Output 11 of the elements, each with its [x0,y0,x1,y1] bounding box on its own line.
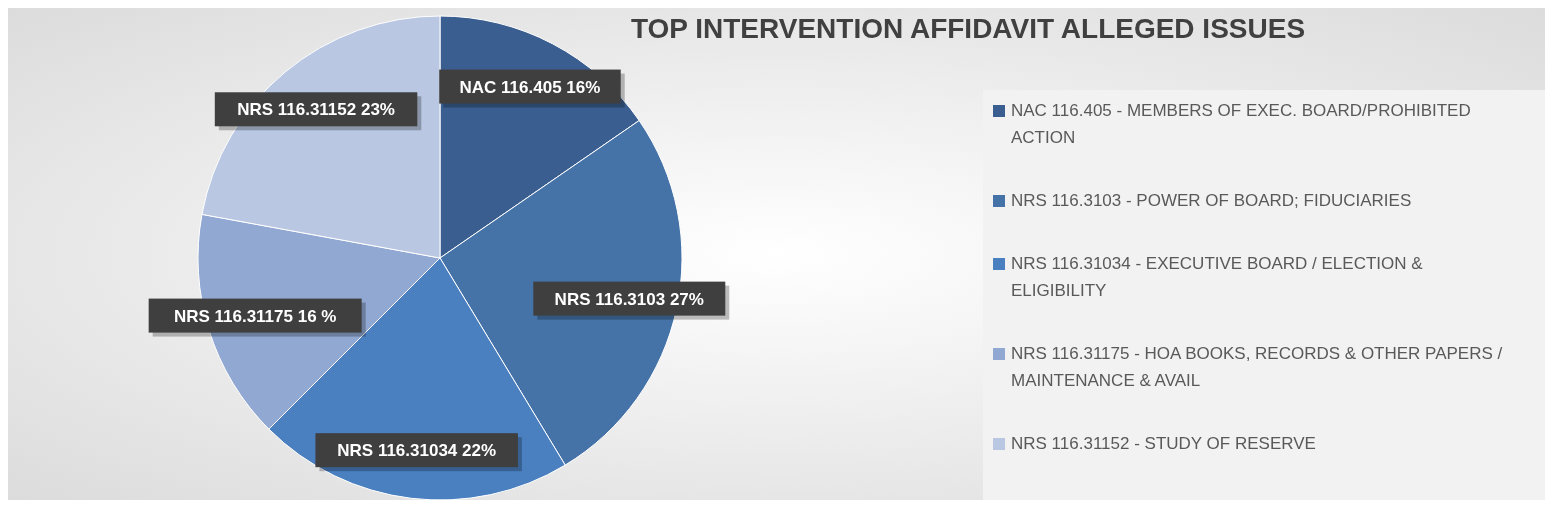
legend-label: NRS 116.3103 - POWER OF BOARD; FIDUCIARIES [1011,191,1412,210]
legend-label: NRS 116.31152 - STUDY OF RESERVE [1011,434,1316,453]
legend-label: NRS 116.31175 - HOA BOOKS, RECORDS & OTHER PAPERS / MAINTENANCE & AVAIL [1011,344,1503,390]
data-label: NRS 116.3103 27% [554,289,704,309]
data-label: NAC 116.405 16% [459,77,601,97]
data-label: NRS 116.31152 23% [237,100,395,120]
legend-label: NAC 116.405 - MEMBERS OF EXEC. BOARD/PROHIBITED ACTION [1011,101,1471,147]
data-label: NRS 116.31175 16 % [173,306,337,326]
legend-label: NRS 116.31034 - EXECUTIVE BOARD / ELECTION & ELIGIBILITY [1011,254,1424,300]
data-label: NRS 116.31034 22% [337,441,497,461]
chart-title: TOP INTERVENTION AFFIDAVIT ALLEGED ISSUES [630,13,1306,44]
